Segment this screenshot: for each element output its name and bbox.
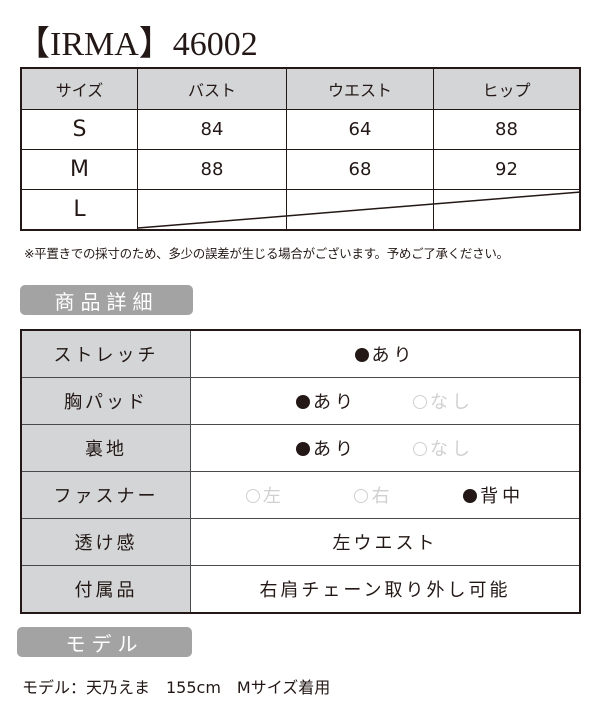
bust-cell: 88 bbox=[137, 149, 287, 190]
hip-cell: 88 bbox=[433, 109, 581, 150]
filled-circle-icon bbox=[296, 442, 310, 456]
size-cell: S bbox=[20, 109, 138, 150]
detail-row-lining: 裏地 あり なし bbox=[20, 424, 581, 472]
option-unselected: 左 bbox=[245, 482, 285, 508]
empty-circle-icon bbox=[413, 442, 427, 456]
detail-value: 右肩チェーン取り外し可能 bbox=[190, 565, 581, 614]
option-selected: あり bbox=[296, 388, 357, 414]
table-row: M 88 68 92 bbox=[20, 149, 581, 190]
filled-circle-icon bbox=[354, 348, 369, 362]
table-row: S 84 64 88 bbox=[20, 109, 581, 150]
product-title: 【IRMA】46002 bbox=[16, 26, 258, 63]
waist-cell: 64 bbox=[286, 109, 434, 150]
details-table: ストレッチ あり 胸パッド あり なし 裏地 あり なし ファスナー 左 右 背… bbox=[20, 329, 581, 614]
detail-label: 胸パッド bbox=[20, 377, 191, 425]
waist-cell: 68 bbox=[286, 149, 434, 190]
detail-label: ファスナー bbox=[20, 471, 191, 519]
header-waist: ウエスト bbox=[286, 67, 434, 110]
hip-cell: 92 bbox=[433, 149, 581, 190]
measurement-note: ※平置きでの採寸のため、多少の誤差が生じる場合がございます。予めご了承ください。 bbox=[24, 246, 509, 261]
detail-row-sheerness: 透け感 左ウエスト bbox=[20, 518, 581, 566]
header-hip: ヒップ bbox=[433, 67, 581, 110]
waist-cell bbox=[286, 189, 434, 231]
option-unselected: 右 bbox=[354, 482, 393, 508]
option-selected: あり bbox=[354, 341, 416, 367]
option-selected: あり bbox=[296, 435, 357, 461]
hip-cell bbox=[433, 189, 581, 231]
detail-row-accessories: 付属品 右肩チェーン取り外し可能 bbox=[20, 565, 581, 614]
option-unselected: なし bbox=[413, 435, 474, 461]
detail-label: ストレッチ bbox=[20, 329, 191, 378]
size-table: サイズ バスト ウエスト ヒップ S 84 64 88 M 88 68 92 L bbox=[20, 67, 581, 231]
detail-row-bust-pad: 胸パッド あり なし bbox=[20, 377, 581, 425]
header-bust: バスト bbox=[137, 67, 287, 110]
empty-circle-icon bbox=[354, 489, 369, 503]
size-cell: M bbox=[20, 149, 138, 190]
size-table-header: サイズ バスト ウエスト ヒップ bbox=[20, 67, 581, 110]
detail-row-fastener: ファスナー 左 右 背中 bbox=[20, 471, 581, 519]
filled-circle-icon bbox=[296, 395, 310, 409]
table-row: L bbox=[20, 189, 581, 231]
detail-label: 裏地 bbox=[20, 424, 191, 472]
bust-cell: 84 bbox=[137, 109, 287, 150]
empty-circle-icon bbox=[245, 489, 260, 503]
empty-circle-icon bbox=[413, 395, 427, 409]
detail-row-stretch: ストレッチ あり bbox=[20, 329, 581, 378]
detail-value: 左ウエスト bbox=[190, 518, 581, 566]
header-size: サイズ bbox=[20, 67, 138, 110]
detail-label: 透け感 bbox=[20, 518, 191, 566]
bust-cell bbox=[137, 189, 287, 231]
model-info: モデル：天乃えま 155cm Mサイズ着用 bbox=[22, 678, 331, 697]
option-unselected: なし bbox=[413, 388, 474, 414]
model-heading: モデル bbox=[17, 627, 192, 657]
option-selected: 背中 bbox=[463, 482, 524, 508]
detail-label: 付属品 bbox=[20, 565, 191, 614]
filled-circle-icon bbox=[463, 489, 478, 503]
details-heading: 商品詳細 bbox=[20, 285, 193, 315]
size-cell: L bbox=[20, 189, 138, 231]
